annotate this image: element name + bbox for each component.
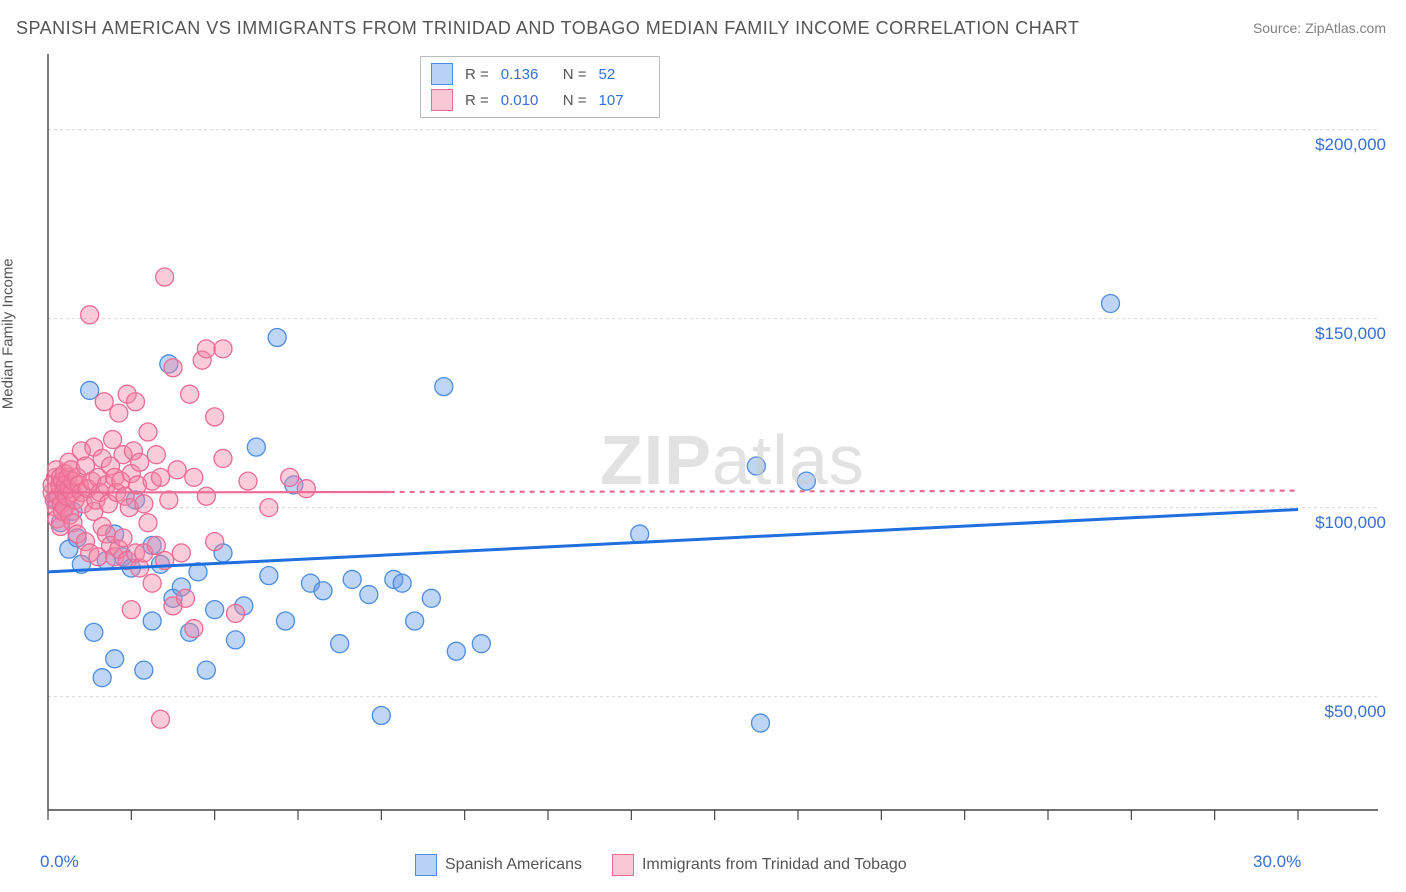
n-value-blue: 52 bbox=[599, 66, 649, 83]
chart-container: SPANISH AMERICAN VS IMMIGRANTS FROM TRIN… bbox=[0, 0, 1406, 892]
r-label: R = bbox=[465, 66, 489, 83]
x-axis-label: 0.0% bbox=[40, 852, 79, 872]
swatch-blue-icon bbox=[415, 854, 437, 876]
swatch-pink-icon bbox=[612, 854, 634, 876]
n-label: N = bbox=[563, 66, 587, 83]
x-axis-label: 30.0% bbox=[1253, 852, 1301, 872]
n-value-pink: 107 bbox=[599, 92, 649, 109]
legend-row-blue: R = 0.136 N = 52 bbox=[431, 61, 649, 87]
r-value-pink: 0.010 bbox=[501, 92, 551, 109]
swatch-pink-icon bbox=[431, 89, 453, 111]
legend-stats: R = 0.136 N = 52 R = 0.010 N = 107 bbox=[420, 56, 660, 118]
r-label: R = bbox=[465, 92, 489, 109]
y-grid-label: $150,000 bbox=[1315, 324, 1386, 344]
legend-item-blue: Spanish Americans bbox=[415, 854, 582, 876]
swatch-blue-icon bbox=[431, 63, 453, 85]
n-label: N = bbox=[563, 92, 587, 109]
r-value-blue: 0.136 bbox=[501, 66, 551, 83]
bottom-legend: Spanish Americans Immigrants from Trinid… bbox=[415, 854, 907, 876]
y-grid-label: $200,000 bbox=[1315, 135, 1386, 155]
legend-row-pink: R = 0.010 N = 107 bbox=[431, 87, 649, 113]
y-grid-label: $100,000 bbox=[1315, 513, 1386, 533]
legend-label-pink: Immigrants from Trinidad and Tobago bbox=[642, 856, 907, 874]
legend-label-blue: Spanish Americans bbox=[445, 856, 582, 874]
legend-item-pink: Immigrants from Trinidad and Tobago bbox=[612, 854, 907, 876]
y-grid-label: $50,000 bbox=[1325, 702, 1386, 722]
chart-svg bbox=[0, 0, 1406, 892]
y-axis-label: Median Family Income bbox=[0, 258, 17, 409]
